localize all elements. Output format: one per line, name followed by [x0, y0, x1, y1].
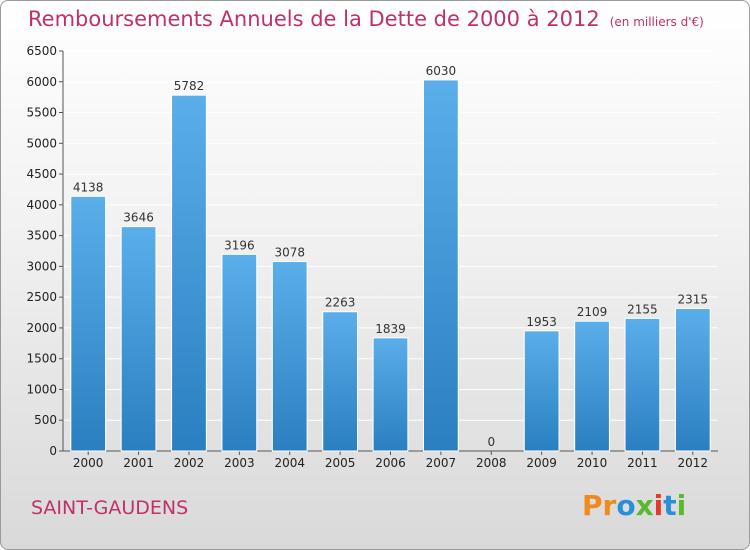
logo-letter: r	[602, 489, 617, 522]
logo-letter: i	[676, 489, 687, 522]
bar-2004	[271, 261, 308, 452]
chart-title: Remboursements Annuels de la Dette de 20…	[28, 7, 704, 31]
y-tick-label: 5500	[26, 106, 57, 120]
x-tick-label-2010: 2010	[577, 456, 608, 470]
bar-2002	[171, 94, 207, 452]
logo-letter: i	[653, 489, 664, 522]
bar-2000	[70, 195, 107, 452]
value-label-2003: 3196	[224, 238, 255, 252]
bar-2010	[574, 320, 610, 452]
commune-name: SAINT-GAUDENS	[31, 497, 189, 519]
chart-title-text: Remboursements Annuels de la Dette de 20…	[28, 7, 600, 31]
value-label-2002: 5782	[174, 79, 205, 93]
value-label-2007: 6030	[426, 64, 457, 78]
x-tick-label-2001: 2001	[123, 456, 154, 470]
y-tick-label: 2500	[26, 290, 57, 304]
bar-2009	[523, 330, 560, 452]
y-tick-label: 4000	[26, 198, 57, 212]
x-tick-label-2000: 2000	[73, 456, 104, 470]
y-tick-label: 3500	[26, 229, 57, 243]
y-tick-label: 4500	[26, 167, 57, 181]
value-label-2008: 0	[487, 435, 495, 449]
bar-2005	[322, 311, 358, 452]
x-tick-label-2002: 2002	[174, 456, 205, 470]
x-tick-label-2004: 2004	[274, 456, 305, 470]
value-label-2012: 2315	[678, 293, 709, 307]
value-label-2005: 2263	[325, 296, 356, 310]
value-label-2011: 2155	[627, 302, 658, 316]
bar-2011	[624, 317, 661, 452]
x-tick-label-2009: 2009	[526, 456, 557, 470]
bars	[70, 79, 711, 452]
x-tick-label-2012: 2012	[678, 456, 709, 470]
x-tick-label-2008: 2008	[476, 456, 507, 470]
x-tick-label-2007: 2007	[426, 456, 457, 470]
logo-letter: P	[582, 489, 603, 522]
y-tick-label: 6000	[26, 75, 57, 89]
axes: 0 500 1000 1500 2000 2500 3000 3500 4000 4500 5000…	[26, 44, 718, 470]
bar-2003	[221, 253, 258, 452]
y-tick-label: 6500	[26, 44, 57, 58]
bar-2006	[372, 337, 409, 452]
y-tick-label: 500	[34, 413, 57, 427]
logo-letter: o	[616, 489, 636, 522]
bar-2001	[120, 226, 157, 452]
x-tick-label-2011: 2011	[627, 456, 658, 470]
data-labels: 4138 3646 5782 3196 3078 2263 1839 6030 0 1953 210…	[73, 64, 708, 449]
bar-2007	[423, 79, 459, 452]
value-label-2001: 3646	[123, 211, 154, 225]
y-tick-label: 1000	[26, 382, 57, 396]
logo-letter: t	[663, 489, 677, 522]
value-label-2010: 2109	[577, 305, 608, 319]
value-label-2004: 3078	[274, 246, 305, 260]
bar-2012	[674, 308, 711, 452]
logo-letter: x	[635, 489, 654, 522]
x-tick-label-2005: 2005	[325, 456, 356, 470]
x-tick-label-2006: 2006	[375, 456, 406, 470]
value-label-2006: 1839	[375, 322, 406, 336]
y-tick-label: 1500	[26, 352, 57, 366]
y-tick-label: 3000	[26, 259, 57, 273]
chart-unit: (en milliers d'€)	[609, 15, 704, 29]
proxiti-logo: Proxiti	[582, 489, 686, 522]
value-label-2009: 1953	[526, 315, 557, 329]
y-tick-label: 5000	[26, 136, 57, 150]
x-tick-label-2003: 2003	[224, 456, 255, 470]
value-label-2000: 4138	[73, 180, 104, 194]
y-tick-label: 2000	[26, 321, 57, 335]
y-tick-label: 0	[49, 444, 57, 458]
